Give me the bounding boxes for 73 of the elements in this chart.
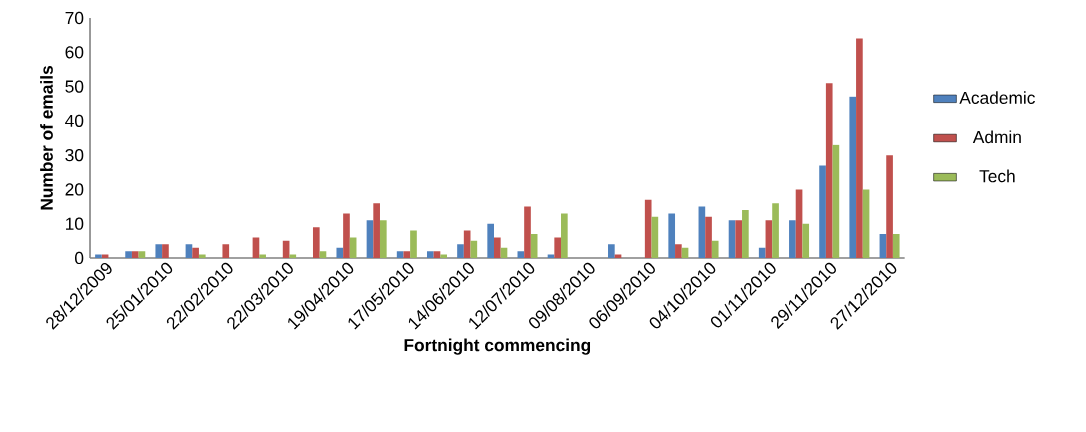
bar xyxy=(651,216,659,258)
bar xyxy=(433,251,441,258)
bar xyxy=(252,237,260,258)
bar xyxy=(155,244,163,258)
bar xyxy=(711,240,719,258)
bar xyxy=(457,244,464,258)
bar xyxy=(758,247,766,258)
bar xyxy=(668,213,676,258)
bar xyxy=(795,189,803,258)
y-tick-label: 30 xyxy=(65,149,84,162)
bar xyxy=(825,83,833,258)
bar xyxy=(336,247,344,258)
bar xyxy=(892,233,900,258)
y-tick-label: 10 xyxy=(66,217,84,230)
bar xyxy=(735,220,743,258)
bar xyxy=(886,155,893,258)
bar xyxy=(396,251,404,258)
bar xyxy=(802,223,810,258)
bar xyxy=(410,230,417,258)
bar xyxy=(608,244,615,258)
bar xyxy=(487,223,494,258)
bar xyxy=(772,203,779,258)
bar xyxy=(705,216,712,258)
bar xyxy=(222,244,230,258)
x-axis-title: Fortnight commencing xyxy=(404,338,591,355)
bar xyxy=(644,199,652,258)
bar xyxy=(373,203,380,258)
bar xyxy=(192,247,199,258)
bar xyxy=(366,220,374,258)
bar xyxy=(470,240,478,258)
bar xyxy=(198,254,206,258)
y-tick-label: 20 xyxy=(65,183,84,196)
y-tick-label: 60 xyxy=(65,46,84,59)
bar xyxy=(849,96,857,258)
bar xyxy=(319,251,327,258)
bar xyxy=(343,213,350,258)
bar xyxy=(125,251,132,258)
legend-label: Academic xyxy=(959,91,1035,104)
bar xyxy=(289,254,297,258)
bar xyxy=(765,220,773,258)
legend-label: Tech xyxy=(979,169,1015,183)
bar xyxy=(742,210,749,258)
bar xyxy=(554,237,562,258)
bar xyxy=(349,237,357,258)
bar xyxy=(131,251,139,258)
bar xyxy=(426,251,434,258)
bar xyxy=(524,206,531,258)
bar xyxy=(856,38,863,258)
bar xyxy=(675,244,682,258)
bar xyxy=(862,189,870,258)
bar xyxy=(379,220,387,258)
y-tick-label: 40 xyxy=(65,114,84,127)
bar xyxy=(530,233,538,258)
bar xyxy=(832,144,840,258)
bar xyxy=(561,213,568,258)
bar xyxy=(403,251,411,258)
legend-label: Admin xyxy=(972,130,1021,144)
bar xyxy=(259,254,266,258)
bar xyxy=(162,244,169,258)
bar xyxy=(138,251,146,258)
bar xyxy=(819,165,826,258)
y-axis-title: Number of emails xyxy=(40,66,53,210)
bar xyxy=(879,233,887,258)
bar xyxy=(494,237,501,258)
bar xyxy=(185,244,193,258)
bar xyxy=(312,227,320,258)
bar xyxy=(517,251,525,258)
y-tick-label: 0 xyxy=(75,251,84,265)
y-tick-label: 70 xyxy=(65,11,84,25)
y-tick-label: 50 xyxy=(65,80,84,93)
bar xyxy=(440,254,447,258)
bar xyxy=(728,220,736,258)
bar xyxy=(789,220,796,258)
